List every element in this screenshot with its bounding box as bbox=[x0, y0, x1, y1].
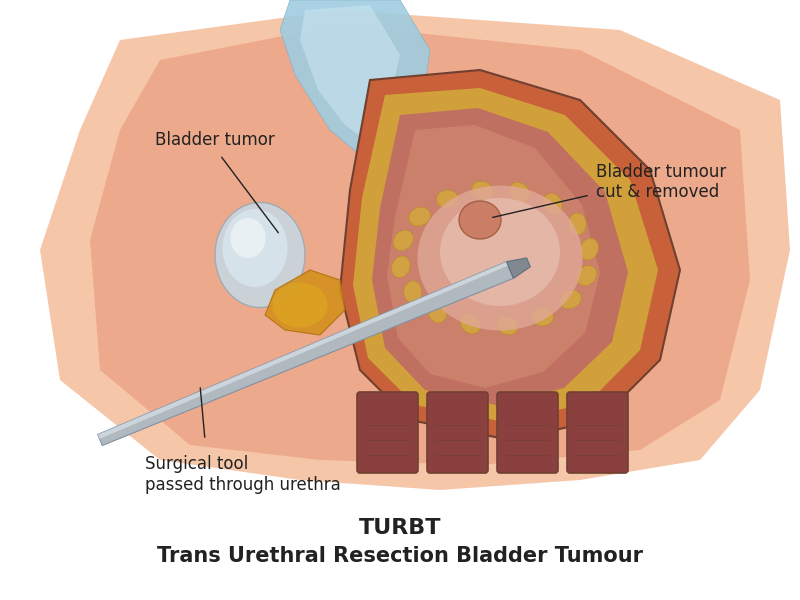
Polygon shape bbox=[300, 5, 400, 140]
Polygon shape bbox=[340, 70, 680, 440]
Text: Bladder tumor: Bladder tumor bbox=[155, 131, 274, 149]
Ellipse shape bbox=[391, 256, 410, 278]
Ellipse shape bbox=[230, 218, 266, 258]
Text: TURBT: TURBT bbox=[358, 518, 442, 538]
Polygon shape bbox=[98, 262, 514, 446]
Ellipse shape bbox=[428, 301, 446, 323]
Text: Bladder tumour
cut & removed: Bladder tumour cut & removed bbox=[596, 163, 726, 202]
Ellipse shape bbox=[531, 308, 554, 326]
Ellipse shape bbox=[472, 181, 494, 200]
Ellipse shape bbox=[222, 209, 287, 287]
Ellipse shape bbox=[543, 193, 562, 215]
Ellipse shape bbox=[510, 182, 530, 202]
Ellipse shape bbox=[560, 290, 581, 309]
Text: Trans Urethral Resection Bladder Tumour: Trans Urethral Resection Bladder Tumour bbox=[157, 546, 643, 566]
FancyBboxPatch shape bbox=[497, 392, 558, 473]
Polygon shape bbox=[40, 10, 790, 490]
Polygon shape bbox=[280, 0, 430, 160]
Polygon shape bbox=[372, 108, 628, 405]
Ellipse shape bbox=[215, 202, 305, 307]
Ellipse shape bbox=[273, 283, 327, 328]
Polygon shape bbox=[387, 125, 600, 388]
FancyBboxPatch shape bbox=[357, 392, 418, 473]
Ellipse shape bbox=[418, 185, 582, 331]
Ellipse shape bbox=[580, 238, 598, 260]
Ellipse shape bbox=[459, 201, 501, 239]
FancyBboxPatch shape bbox=[427, 392, 488, 473]
Ellipse shape bbox=[393, 230, 414, 250]
Ellipse shape bbox=[497, 316, 518, 335]
Polygon shape bbox=[265, 270, 345, 335]
Polygon shape bbox=[90, 25, 750, 465]
Ellipse shape bbox=[437, 190, 458, 208]
Text: Surgical tool
passed through urethra: Surgical tool passed through urethra bbox=[145, 455, 341, 494]
Polygon shape bbox=[506, 258, 530, 278]
Polygon shape bbox=[353, 88, 658, 422]
Ellipse shape bbox=[460, 314, 481, 334]
Ellipse shape bbox=[577, 266, 597, 286]
Polygon shape bbox=[98, 262, 508, 439]
Ellipse shape bbox=[404, 281, 422, 303]
Ellipse shape bbox=[440, 198, 560, 306]
Ellipse shape bbox=[568, 213, 586, 235]
Ellipse shape bbox=[409, 207, 430, 226]
FancyBboxPatch shape bbox=[567, 392, 628, 473]
